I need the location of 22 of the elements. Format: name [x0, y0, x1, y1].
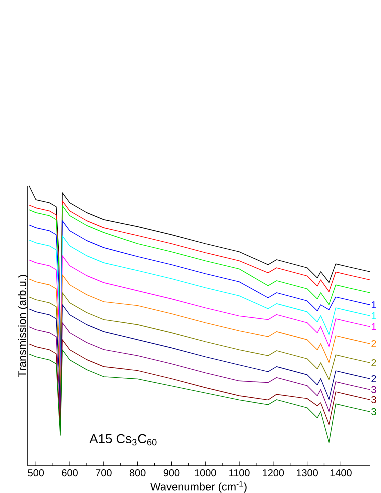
y-axis-title: Transmission (arb.u.): [18, 275, 28, 378]
x-tick-label: 1100: [230, 470, 250, 477]
x-tick-label: 900: [164, 470, 180, 477]
x-tick-label: 1200: [263, 470, 284, 477]
series-label: 2: [372, 375, 376, 382]
x-tick-label: 500: [28, 470, 44, 477]
series-label: 3: [372, 386, 376, 394]
x-tick-label: 800: [130, 470, 146, 477]
annotation: A15 Cs$_{3}$C$_{60}$: [90, 434, 157, 446]
x-tick-label: 1400: [330, 470, 352, 477]
series-label: 2: [372, 340, 376, 348]
x-tick-label: 1300: [296, 470, 318, 477]
series-label: 3: [372, 408, 376, 416]
x-tick-label: 1000: [195, 470, 216, 477]
series-label: 2: [372, 359, 376, 366]
x-tick-label: 600: [62, 470, 78, 477]
series-label: 1: [372, 312, 376, 320]
series-label: 1: [372, 323, 376, 330]
series-label: 1: [372, 302, 376, 308]
x-axis-title: Wavenumber (cm$^{-1}$): [150, 481, 247, 493]
x-tick-label: 700: [96, 470, 112, 477]
series-label: 3: [372, 396, 376, 404]
